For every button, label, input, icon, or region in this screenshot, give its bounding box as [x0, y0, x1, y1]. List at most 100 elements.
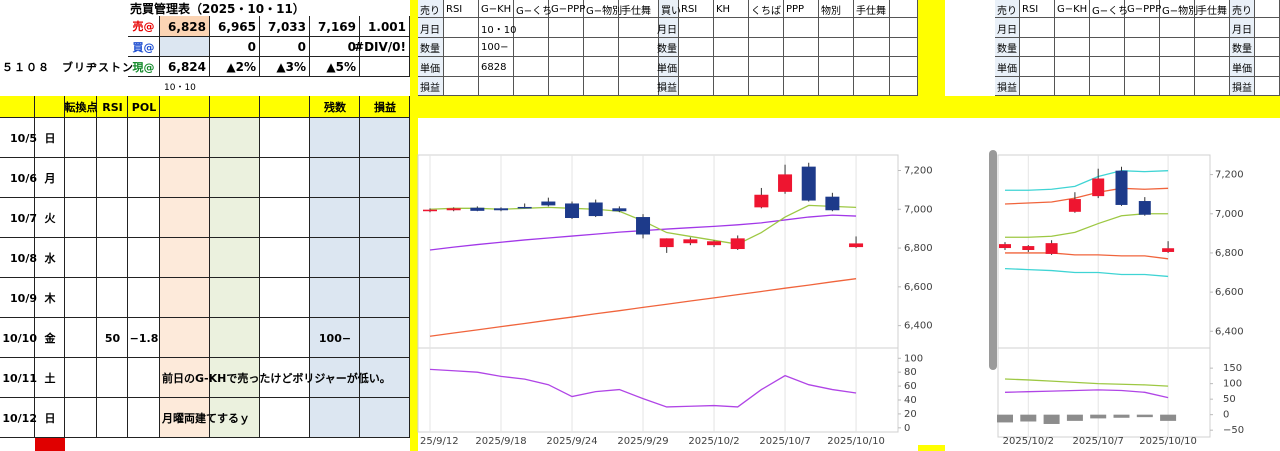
trade-cell — [514, 18, 549, 38]
trade-cell — [444, 57, 479, 77]
value-cell — [260, 37, 310, 57]
day-cell — [128, 278, 160, 318]
price-line — [1004, 187, 1169, 205]
day-cell — [310, 358, 360, 398]
day-cell — [65, 198, 97, 238]
value-cell — [160, 57, 210, 77]
day-cell — [210, 358, 260, 398]
day-cell — [0, 398, 35, 438]
trade-row-label: 損益 — [420, 83, 440, 94]
trade-header: KH — [716, 3, 731, 15]
day-cell — [128, 238, 160, 278]
chart-frame — [417, 154, 899, 433]
trade-row-label: 損益 — [997, 83, 1017, 94]
value-text: 6,965 — [218, 19, 256, 34]
trade-header: 物別 — [821, 5, 841, 17]
value-cell — [210, 37, 260, 57]
day-date: 10/9 — [10, 291, 37, 305]
day-cell — [160, 118, 210, 158]
header-cell — [160, 96, 210, 118]
x-tick-label: 2025/10/7 — [1073, 436, 1124, 447]
trade-cell — [819, 0, 854, 18]
trade-header: 手仕舞 — [856, 5, 886, 17]
trade-cell — [819, 57, 854, 77]
y-tick-label: 7,000 — [904, 204, 933, 215]
y-tick-label: 6,400 — [1215, 326, 1244, 337]
trade-cell — [784, 18, 819, 38]
trade-header: G−KH — [1057, 3, 1088, 15]
trade-cell — [584, 77, 619, 96]
candle-body — [1115, 170, 1128, 205]
trade-cell — [679, 18, 714, 38]
trade-cell — [890, 18, 918, 38]
trade-cell — [890, 0, 918, 18]
sub-line — [429, 368, 857, 408]
trade-cell — [619, 57, 659, 77]
day-cell — [65, 318, 97, 358]
trade-header: G−物別 — [1162, 5, 1199, 17]
y-tick-label: 6,600 — [904, 282, 933, 293]
sub-bar — [1160, 414, 1177, 421]
y2-tick-label: 40 — [904, 395, 917, 406]
day-cell — [0, 278, 35, 318]
day-cell — [35, 358, 65, 398]
day-weekday: 木 — [44, 292, 56, 305]
day-cell — [0, 198, 35, 238]
trade-cell — [995, 77, 1020, 96]
trade-cell — [514, 57, 549, 77]
value-text: ▲5% — [326, 60, 356, 74]
day-weekday: 金 — [44, 332, 56, 345]
day-cell — [97, 198, 128, 238]
trade-cell — [995, 57, 1020, 77]
trade-cell — [749, 18, 784, 38]
value-text: 7,033 — [268, 19, 306, 34]
value-cell — [360, 57, 410, 77]
day-cell — [128, 318, 160, 358]
trade-cell — [549, 18, 584, 38]
day-cell — [35, 158, 65, 198]
trade-cell — [1125, 38, 1160, 57]
trade-cell — [619, 77, 659, 96]
day-cell — [35, 198, 65, 238]
trade-cell — [784, 0, 819, 18]
day-cell — [310, 318, 360, 358]
value-text: #DIV/0! — [354, 40, 406, 54]
row-label: 現@ — [128, 57, 160, 77]
candle-body — [565, 203, 580, 219]
day-cell — [160, 238, 210, 278]
trade-cell — [479, 38, 514, 57]
candle-body — [1092, 178, 1105, 197]
value-text: 0 — [297, 40, 306, 54]
candle-body — [849, 243, 864, 248]
value-text: ▲2% — [226, 60, 256, 74]
trade-row-label: 数量 — [997, 44, 1017, 55]
value-text: 7,169 — [318, 19, 356, 34]
trade-cell — [418, 0, 444, 18]
day-date: 10/11 — [2, 371, 37, 385]
candle-body — [446, 208, 461, 211]
trade-cell — [890, 77, 918, 96]
header-cell — [97, 96, 128, 118]
candle-body — [659, 238, 674, 248]
day-cell — [260, 238, 310, 278]
trade-cell — [479, 57, 514, 77]
header-cell — [0, 96, 35, 118]
column-header: 転換点 — [64, 101, 98, 114]
header-cell — [260, 96, 310, 118]
price-date: 10・10 — [164, 82, 196, 93]
price-line — [1004, 267, 1169, 278]
day-cell — [360, 118, 410, 158]
day-cell — [97, 358, 128, 398]
day-cell — [97, 398, 128, 438]
sub-bar — [1113, 414, 1130, 418]
trade-header: G−KH — [481, 3, 512, 15]
trade-cell — [444, 18, 479, 38]
candle-body — [730, 238, 745, 250]
day-cell — [260, 118, 310, 158]
trade-cell — [1055, 18, 1090, 38]
trade-cell — [418, 57, 444, 77]
day-cell — [0, 118, 35, 158]
day-cell — [35, 118, 65, 158]
trade-header: 売り — [1232, 5, 1252, 17]
y2-tick-label: 100 — [1223, 379, 1242, 390]
